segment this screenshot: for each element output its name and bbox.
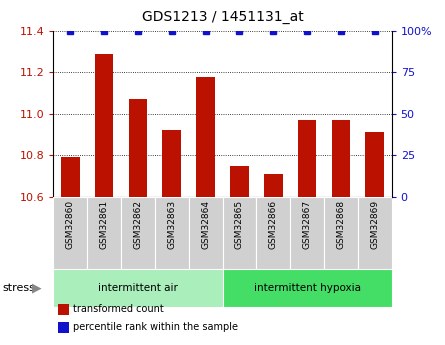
Text: intermittent air: intermittent air [98, 283, 178, 293]
Bar [256, 197, 290, 269]
Text: GSM32862: GSM32862 [134, 200, 142, 249]
Text: GSM32864: GSM32864 [201, 200, 210, 249]
Text: percentile rank within the sample: percentile rank within the sample [73, 322, 239, 332]
Bar [332, 120, 350, 197]
Text: GSM32868: GSM32868 [336, 200, 345, 249]
Bar [129, 99, 147, 197]
Text: GSM32865: GSM32865 [235, 200, 244, 249]
Bar [222, 269, 392, 307]
Bar [95, 54, 113, 197]
Text: GSM32860: GSM32860 [66, 200, 75, 249]
Text: GSM32867: GSM32867 [303, 200, 312, 249]
Bar [162, 130, 181, 197]
Bar [230, 166, 249, 197]
Bar [189, 197, 222, 269]
Bar [222, 197, 256, 269]
Text: ▶: ▶ [32, 282, 42, 295]
Bar [358, 197, 392, 269]
Bar [264, 174, 283, 197]
Text: GSM32863: GSM32863 [167, 200, 176, 249]
Bar [155, 197, 189, 269]
Text: intermittent hypoxia: intermittent hypoxia [254, 283, 360, 293]
Bar [290, 197, 324, 269]
Bar [53, 269, 222, 307]
Bar [324, 197, 358, 269]
Text: GSM32869: GSM32869 [370, 200, 379, 249]
Bar [196, 77, 215, 197]
Bar [53, 197, 87, 269]
Text: GDS1213 / 1451131_at: GDS1213 / 1451131_at [142, 10, 303, 24]
Text: GSM32861: GSM32861 [100, 200, 109, 249]
Text: transformed count: transformed count [73, 304, 164, 314]
Text: stress: stress [2, 283, 35, 293]
Bar [121, 197, 155, 269]
Bar [87, 197, 121, 269]
Text: GSM32866: GSM32866 [269, 200, 278, 249]
Bar [61, 157, 80, 197]
Bar [298, 120, 316, 197]
Bar [365, 132, 384, 197]
